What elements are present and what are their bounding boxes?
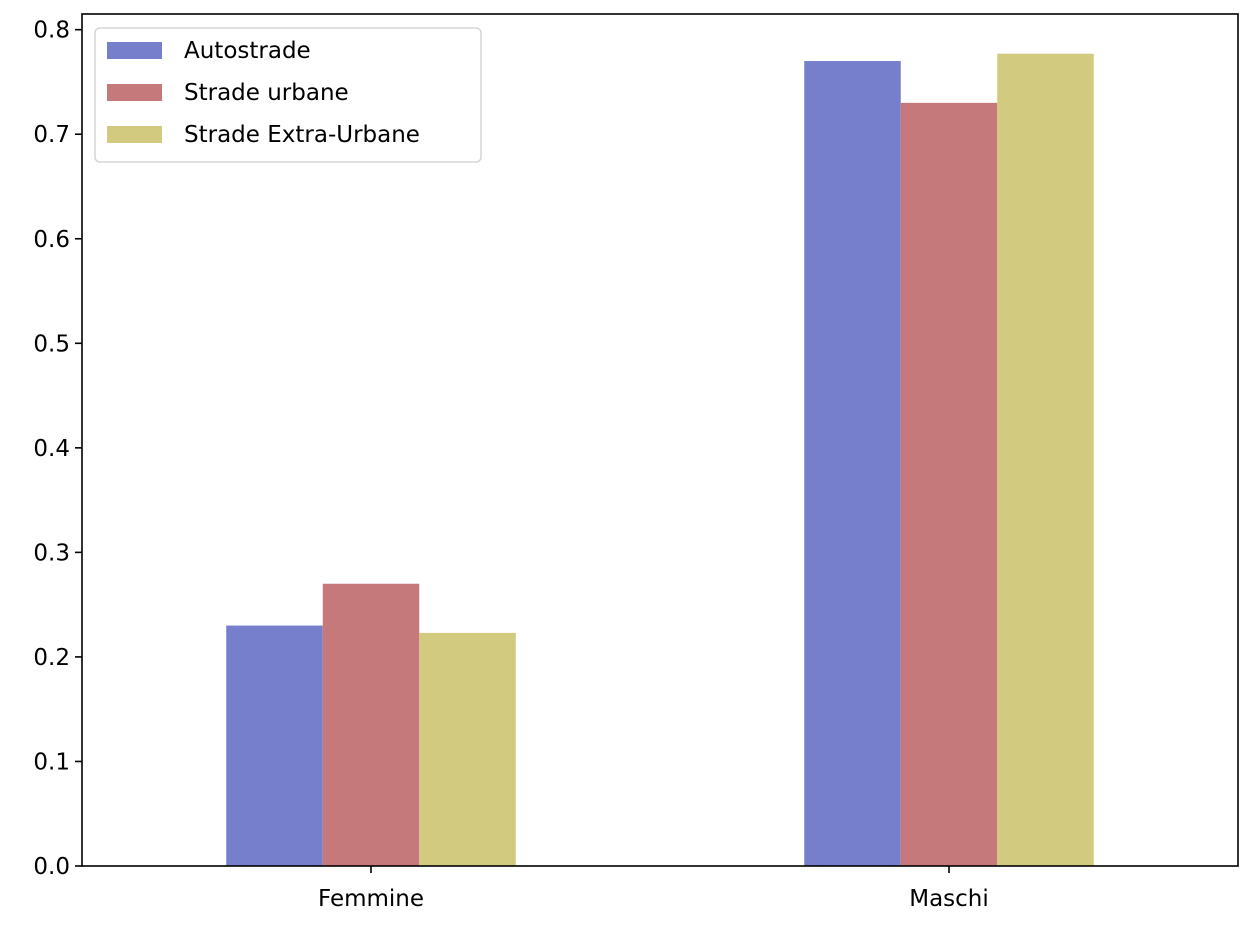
legend-label: Strade urbane	[184, 80, 349, 106]
legend-swatch	[107, 42, 162, 59]
x-axis: Femmine Maschi	[318, 866, 989, 912]
legend-box	[94, 27, 482, 163]
y-tick-label: 0.2	[33, 645, 70, 671]
bars-group	[226, 53, 1094, 867]
y-tick-label: 0.7	[33, 122, 70, 148]
legend-swatch	[107, 84, 162, 101]
y-tick-label: 0.4	[33, 436, 70, 462]
y-tick-label: 0.5	[33, 331, 70, 357]
bar-strade-extra-urbane-maschi	[997, 53, 1094, 867]
legend-swatch	[107, 126, 162, 143]
legend-label: Autostrade	[184, 38, 311, 64]
x-tick-label: Maschi	[909, 886, 989, 912]
legend: Autostrade Strade urbane Strade Extra-Urba…	[94, 27, 482, 163]
bar-strade-extra-urbane-femmine	[419, 632, 516, 866]
bar-strade-urbane-maschi	[900, 102, 998, 867]
y-tick-label: 0.8	[33, 18, 70, 44]
y-tick-label: 0.1	[33, 749, 70, 775]
bar-autostrade-maschi	[804, 61, 901, 867]
x-tick-label: Femmine	[318, 886, 424, 912]
plot-frame	[81, 13, 1239, 867]
y-tick-label: 0.0	[33, 854, 70, 880]
y-axis: 0.0 0.1 0.2 0.3 0.4 0.5 0.6 0.7 0.8	[33, 18, 82, 880]
legend-label: Strade Extra-Urbane	[184, 122, 420, 148]
bar-autostrade-femmine	[226, 625, 323, 866]
y-tick-label: 0.6	[33, 227, 70, 253]
bar-strade-urbane-femmine	[322, 583, 420, 866]
y-tick-label: 0.3	[33, 540, 70, 566]
